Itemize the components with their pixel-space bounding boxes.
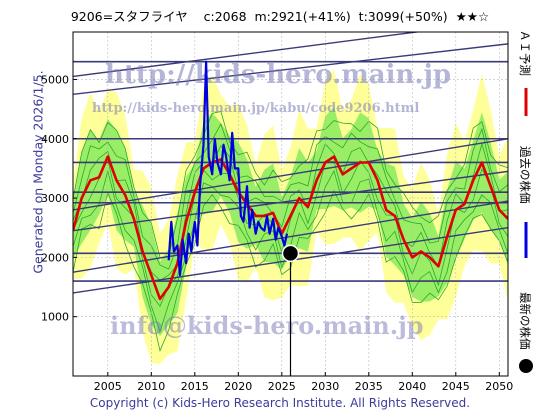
past-price-line [167,60,289,277]
x-tick-label: 2015 [181,380,209,393]
latest-price-point [281,244,300,263]
x-tick-label: 2020 [224,380,252,393]
legend-past-label: 過去の株価 [518,146,532,204]
legend-forecast-label: ＡＩ予測 [518,30,532,76]
x-tick-label: 2010 [137,380,165,393]
model-path-line [73,123,508,270]
x-tick-label: 2040 [398,380,426,393]
x-tick-label: 2030 [311,380,339,393]
model-path-line [73,157,508,307]
y-tick-label: 1000 [41,311,69,324]
y-tick-label: 5000 [41,73,69,86]
watermark-email: info@kids-hero.main.jp [110,311,424,340]
x-tick-label: 2045 [442,380,470,393]
x-tick-label: 2050 [485,380,513,393]
y-tick-label: 4000 [41,133,69,146]
watermark-url-code: http://kids-hero.main.jp/kabu/code9206.h… [92,101,419,116]
trend-channel-line [73,138,508,211]
model-path-line [73,111,508,258]
y-tick-label: 2000 [41,251,69,264]
forecast-line [73,155,508,301]
x-tick-label: 2035 [355,380,383,393]
x-tick-label: 2025 [268,380,296,393]
copyright-footer: Copyright (c) Kids-Hero Research Institu… [89,396,471,410]
trend-channel-line [73,32,422,78]
plot-frame [72,31,509,377]
trend-channel-line [73,170,508,232]
trend-channel-line [73,43,508,95]
legend-latest-label: 最新の株価 [518,292,532,350]
y-tick-label: 3000 [41,192,69,205]
chart-title: 9206=スタフライヤ c:2068 m:2921(+41%) t:3099(+… [70,9,490,24]
watermark-url: http://kids-hero.main.jp [105,60,451,90]
x-tick-label: 2005 [94,380,122,393]
legend-latest-marker [519,359,533,373]
